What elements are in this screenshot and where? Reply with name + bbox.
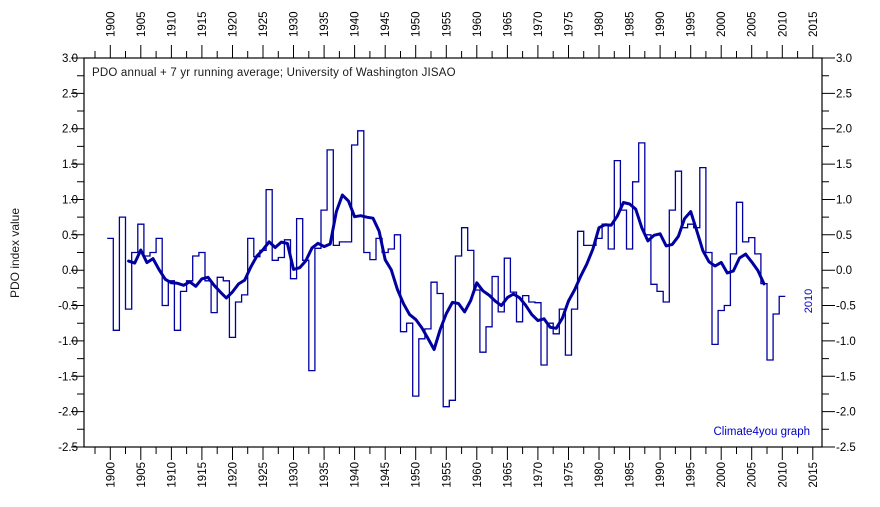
svg-text:1945: 1945 [380,462,392,488]
chart-title: PDO annual + 7 yr running average; Unive… [92,67,456,79]
svg-text:2.0: 2.0 [836,124,852,136]
svg-text:1985: 1985 [625,462,637,488]
svg-text:1970: 1970 [533,11,545,37]
svg-text:1945: 1945 [380,11,392,37]
svg-text:2010: 2010 [777,462,789,488]
watermark-text: Climate4you graph [713,426,810,438]
svg-text:1905: 1905 [136,462,148,488]
svg-text:1990: 1990 [655,11,667,37]
y-axis-label: PDO index value [8,207,22,299]
svg-text:1900: 1900 [105,462,117,488]
svg-text:1995: 1995 [686,462,698,488]
svg-text:1925: 1925 [258,462,270,488]
svg-text:-2.0: -2.0 [836,407,856,419]
svg-text:2000: 2000 [716,462,728,488]
svg-text:1955: 1955 [441,462,453,488]
svg-text:2000: 2000 [716,11,728,37]
svg-text:-1.0: -1.0 [58,336,78,348]
svg-text:2015: 2015 [808,11,820,37]
svg-text:1.5: 1.5 [62,159,78,171]
svg-text:1975: 1975 [564,462,576,488]
svg-text:1930: 1930 [289,11,301,37]
svg-text:1935: 1935 [319,11,331,37]
svg-text:2005: 2005 [747,11,759,37]
svg-text:-2.0: -2.0 [58,407,78,419]
svg-text:2010: 2010 [777,11,789,37]
svg-text:1910: 1910 [166,462,178,488]
svg-text:-1.0: -1.0 [836,336,856,348]
svg-text:1.0: 1.0 [836,195,852,207]
svg-text:1960: 1960 [472,462,484,488]
svg-text:3.0: 3.0 [836,53,852,65]
svg-text:1.5: 1.5 [836,159,852,171]
svg-text:1920: 1920 [228,11,240,37]
svg-text:1965: 1965 [502,11,514,37]
svg-text:1915: 1915 [197,11,209,37]
svg-text:1985: 1985 [625,11,637,37]
svg-text:1950: 1950 [411,11,423,37]
svg-text:1950: 1950 [411,462,423,488]
svg-text:-1.5: -1.5 [836,371,856,383]
svg-text:1960: 1960 [472,11,484,37]
svg-text:1940: 1940 [350,462,362,488]
svg-text:1995: 1995 [686,11,698,37]
svg-text:1990: 1990 [655,462,667,488]
svg-text:1970: 1970 [533,462,545,488]
svg-text:2015: 2015 [808,462,820,488]
svg-text:1900: 1900 [105,11,117,37]
svg-text:2.5: 2.5 [836,88,852,100]
svg-text:-2.5: -2.5 [836,442,856,454]
svg-text:1940: 1940 [350,11,362,37]
svg-text:1980: 1980 [594,462,606,488]
svg-text:3.0: 3.0 [62,53,78,65]
svg-text:1965: 1965 [502,462,514,488]
svg-text:1935: 1935 [319,462,331,488]
svg-text:1925: 1925 [258,11,270,37]
svg-text:0.0: 0.0 [62,265,78,277]
svg-text:0.5: 0.5 [62,230,78,242]
svg-text:0.5: 0.5 [836,230,852,242]
series-end-year-label: 2010 [803,288,815,314]
svg-text:-0.5: -0.5 [836,301,856,313]
svg-text:1.0: 1.0 [62,195,78,207]
svg-text:0.0: 0.0 [836,265,852,277]
svg-text:2005: 2005 [747,462,759,488]
svg-text:-1.5: -1.5 [58,371,78,383]
svg-text:2.5: 2.5 [62,88,78,100]
svg-text:1955: 1955 [441,11,453,37]
svg-text:1910: 1910 [166,11,178,37]
svg-text:1915: 1915 [197,462,209,488]
svg-text:1980: 1980 [594,11,606,37]
svg-text:1905: 1905 [136,11,148,37]
svg-text:-0.5: -0.5 [58,301,78,313]
svg-text:-2.5: -2.5 [58,442,78,454]
svg-text:1930: 1930 [289,462,301,488]
svg-text:1920: 1920 [228,462,240,488]
svg-text:1975: 1975 [564,11,576,37]
svg-text:2.0: 2.0 [62,124,78,136]
